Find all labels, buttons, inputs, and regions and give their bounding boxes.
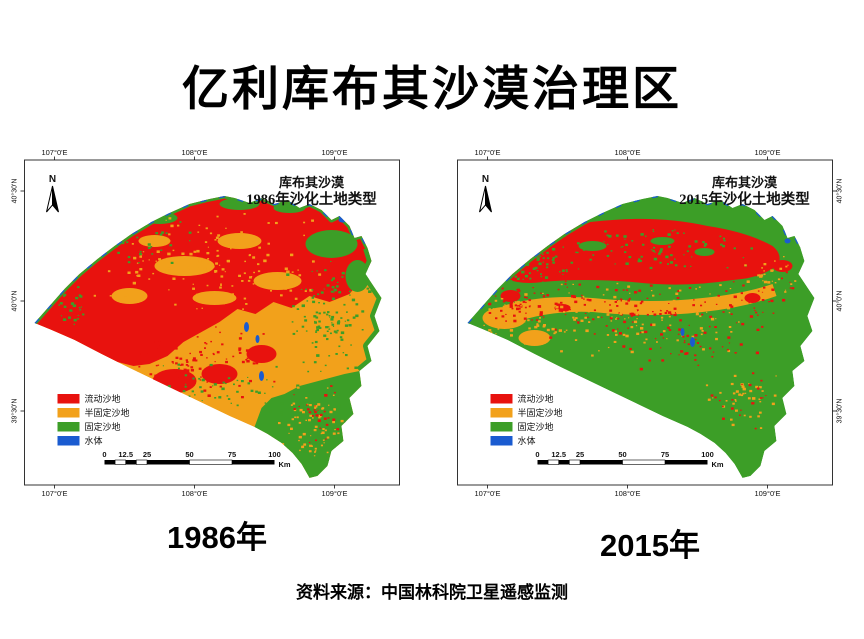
lat-label: 40°0'N bbox=[11, 291, 19, 312]
lon-label: 109°0'E bbox=[321, 489, 347, 498]
legend-label: 水体 bbox=[518, 435, 536, 446]
legend-label: 固定沙地 bbox=[518, 421, 554, 432]
svg-text:100: 100 bbox=[268, 450, 281, 459]
svg-text:75: 75 bbox=[661, 450, 669, 459]
lon-label: 108°0'E bbox=[181, 489, 207, 498]
svg-text:75: 75 bbox=[228, 450, 236, 459]
legend: 流动沙地 半固定沙地 固定沙地 水体 bbox=[490, 393, 563, 446]
map-title-line1: 库布其沙漠 bbox=[279, 175, 345, 190]
lon-label: 109°0'E bbox=[754, 148, 780, 157]
legend-label: 流动沙地 bbox=[518, 393, 554, 404]
svg-text:N: N bbox=[49, 174, 56, 185]
svg-text:25: 25 bbox=[143, 450, 151, 459]
lat-label: 39°30'N bbox=[836, 399, 844, 424]
legend-label: 固定沙地 bbox=[85, 421, 121, 432]
svg-text:25: 25 bbox=[576, 450, 584, 459]
lon-label: 108°0'E bbox=[614, 148, 640, 157]
svg-text:0: 0 bbox=[102, 450, 106, 459]
legend-label: 水体 bbox=[85, 435, 103, 446]
scale-bar: 0 12.5 25 50 75 100 Km bbox=[535, 450, 724, 469]
legend-swatch bbox=[490, 394, 513, 404]
svg-text:50: 50 bbox=[618, 450, 626, 459]
map-title-line2: 1986年沙化土地类型 bbox=[246, 190, 377, 208]
north-arrow-icon: N bbox=[479, 174, 492, 213]
map-panel-1986: 107°0'E 108°0'E 109°0'E 107°0'E 108°0'E … bbox=[8, 146, 426, 557]
legend-swatch bbox=[57, 394, 80, 404]
map-title-line2: 2015年沙化土地类型 bbox=[679, 190, 810, 208]
legend-swatch bbox=[490, 436, 513, 446]
lat-label: 40°0'N bbox=[836, 291, 844, 312]
lon-label: 107°0'E bbox=[474, 148, 500, 157]
legend-swatch bbox=[490, 422, 513, 432]
scale-bar: 0 12.5 25 50 75 100 Km bbox=[102, 450, 291, 469]
lon-label: 108°0'E bbox=[614, 489, 640, 498]
svg-text:0: 0 bbox=[535, 450, 539, 459]
legend: 流动沙地 半固定沙地 固定沙地 水体 bbox=[57, 393, 130, 446]
lat-label: 40°30'N bbox=[836, 179, 844, 204]
map-title-line1: 库布其沙漠 bbox=[712, 175, 778, 190]
map-panel-2015: 107°0'E 108°0'E 109°0'E 107°0'E 108°0'E … bbox=[441, 146, 859, 565]
desert-texture bbox=[483, 229, 797, 430]
year-caption-2015: 2015年 bbox=[600, 528, 700, 563]
legend-label: 流动沙地 bbox=[85, 393, 121, 404]
north-arrow-icon: N bbox=[46, 174, 59, 213]
lon-label: 107°0'E bbox=[41, 489, 67, 498]
map-2015: 107°0'E 108°0'E 109°0'E 107°0'E 108°0'E … bbox=[457, 148, 844, 498]
desert-region bbox=[34, 196, 382, 478]
legend-swatch bbox=[57, 422, 80, 432]
svg-text:12.5: 12.5 bbox=[118, 450, 133, 459]
source-caption: 资料来源：中国林科院卫星遥感监测 bbox=[296, 583, 568, 602]
desert-texture bbox=[58, 212, 372, 472]
svg-text:100: 100 bbox=[701, 450, 714, 459]
lon-label: 109°0'E bbox=[321, 148, 347, 157]
frame-ticks bbox=[487, 156, 837, 489]
legend-label: 半固定沙地 bbox=[85, 407, 130, 418]
legend-swatch bbox=[490, 408, 513, 418]
legend-label: 半固定沙地 bbox=[518, 407, 563, 418]
svg-text:Km: Km bbox=[279, 460, 291, 469]
legend-swatch bbox=[57, 408, 80, 418]
frame-ticks bbox=[20, 156, 335, 489]
lat-label: 39°30'N bbox=[11, 399, 19, 424]
lat-label: 40°30'N bbox=[11, 179, 19, 204]
lon-label: 107°0'E bbox=[41, 148, 67, 157]
svg-text:50: 50 bbox=[185, 450, 193, 459]
desert-region bbox=[467, 196, 815, 478]
svg-text:N: N bbox=[482, 174, 489, 185]
map-1986: 107°0'E 108°0'E 109°0'E 107°0'E 108°0'E … bbox=[11, 148, 400, 498]
legend-swatch bbox=[57, 436, 80, 446]
page-title: 亿利库布其沙漠治理区 bbox=[182, 62, 682, 115]
year-caption-1986: 1986年 bbox=[167, 520, 267, 555]
svg-text:12.5: 12.5 bbox=[551, 450, 566, 459]
lon-label: 109°0'E bbox=[754, 489, 780, 498]
lon-label: 107°0'E bbox=[474, 489, 500, 498]
lon-label: 108°0'E bbox=[181, 148, 207, 157]
svg-text:Km: Km bbox=[712, 460, 724, 469]
